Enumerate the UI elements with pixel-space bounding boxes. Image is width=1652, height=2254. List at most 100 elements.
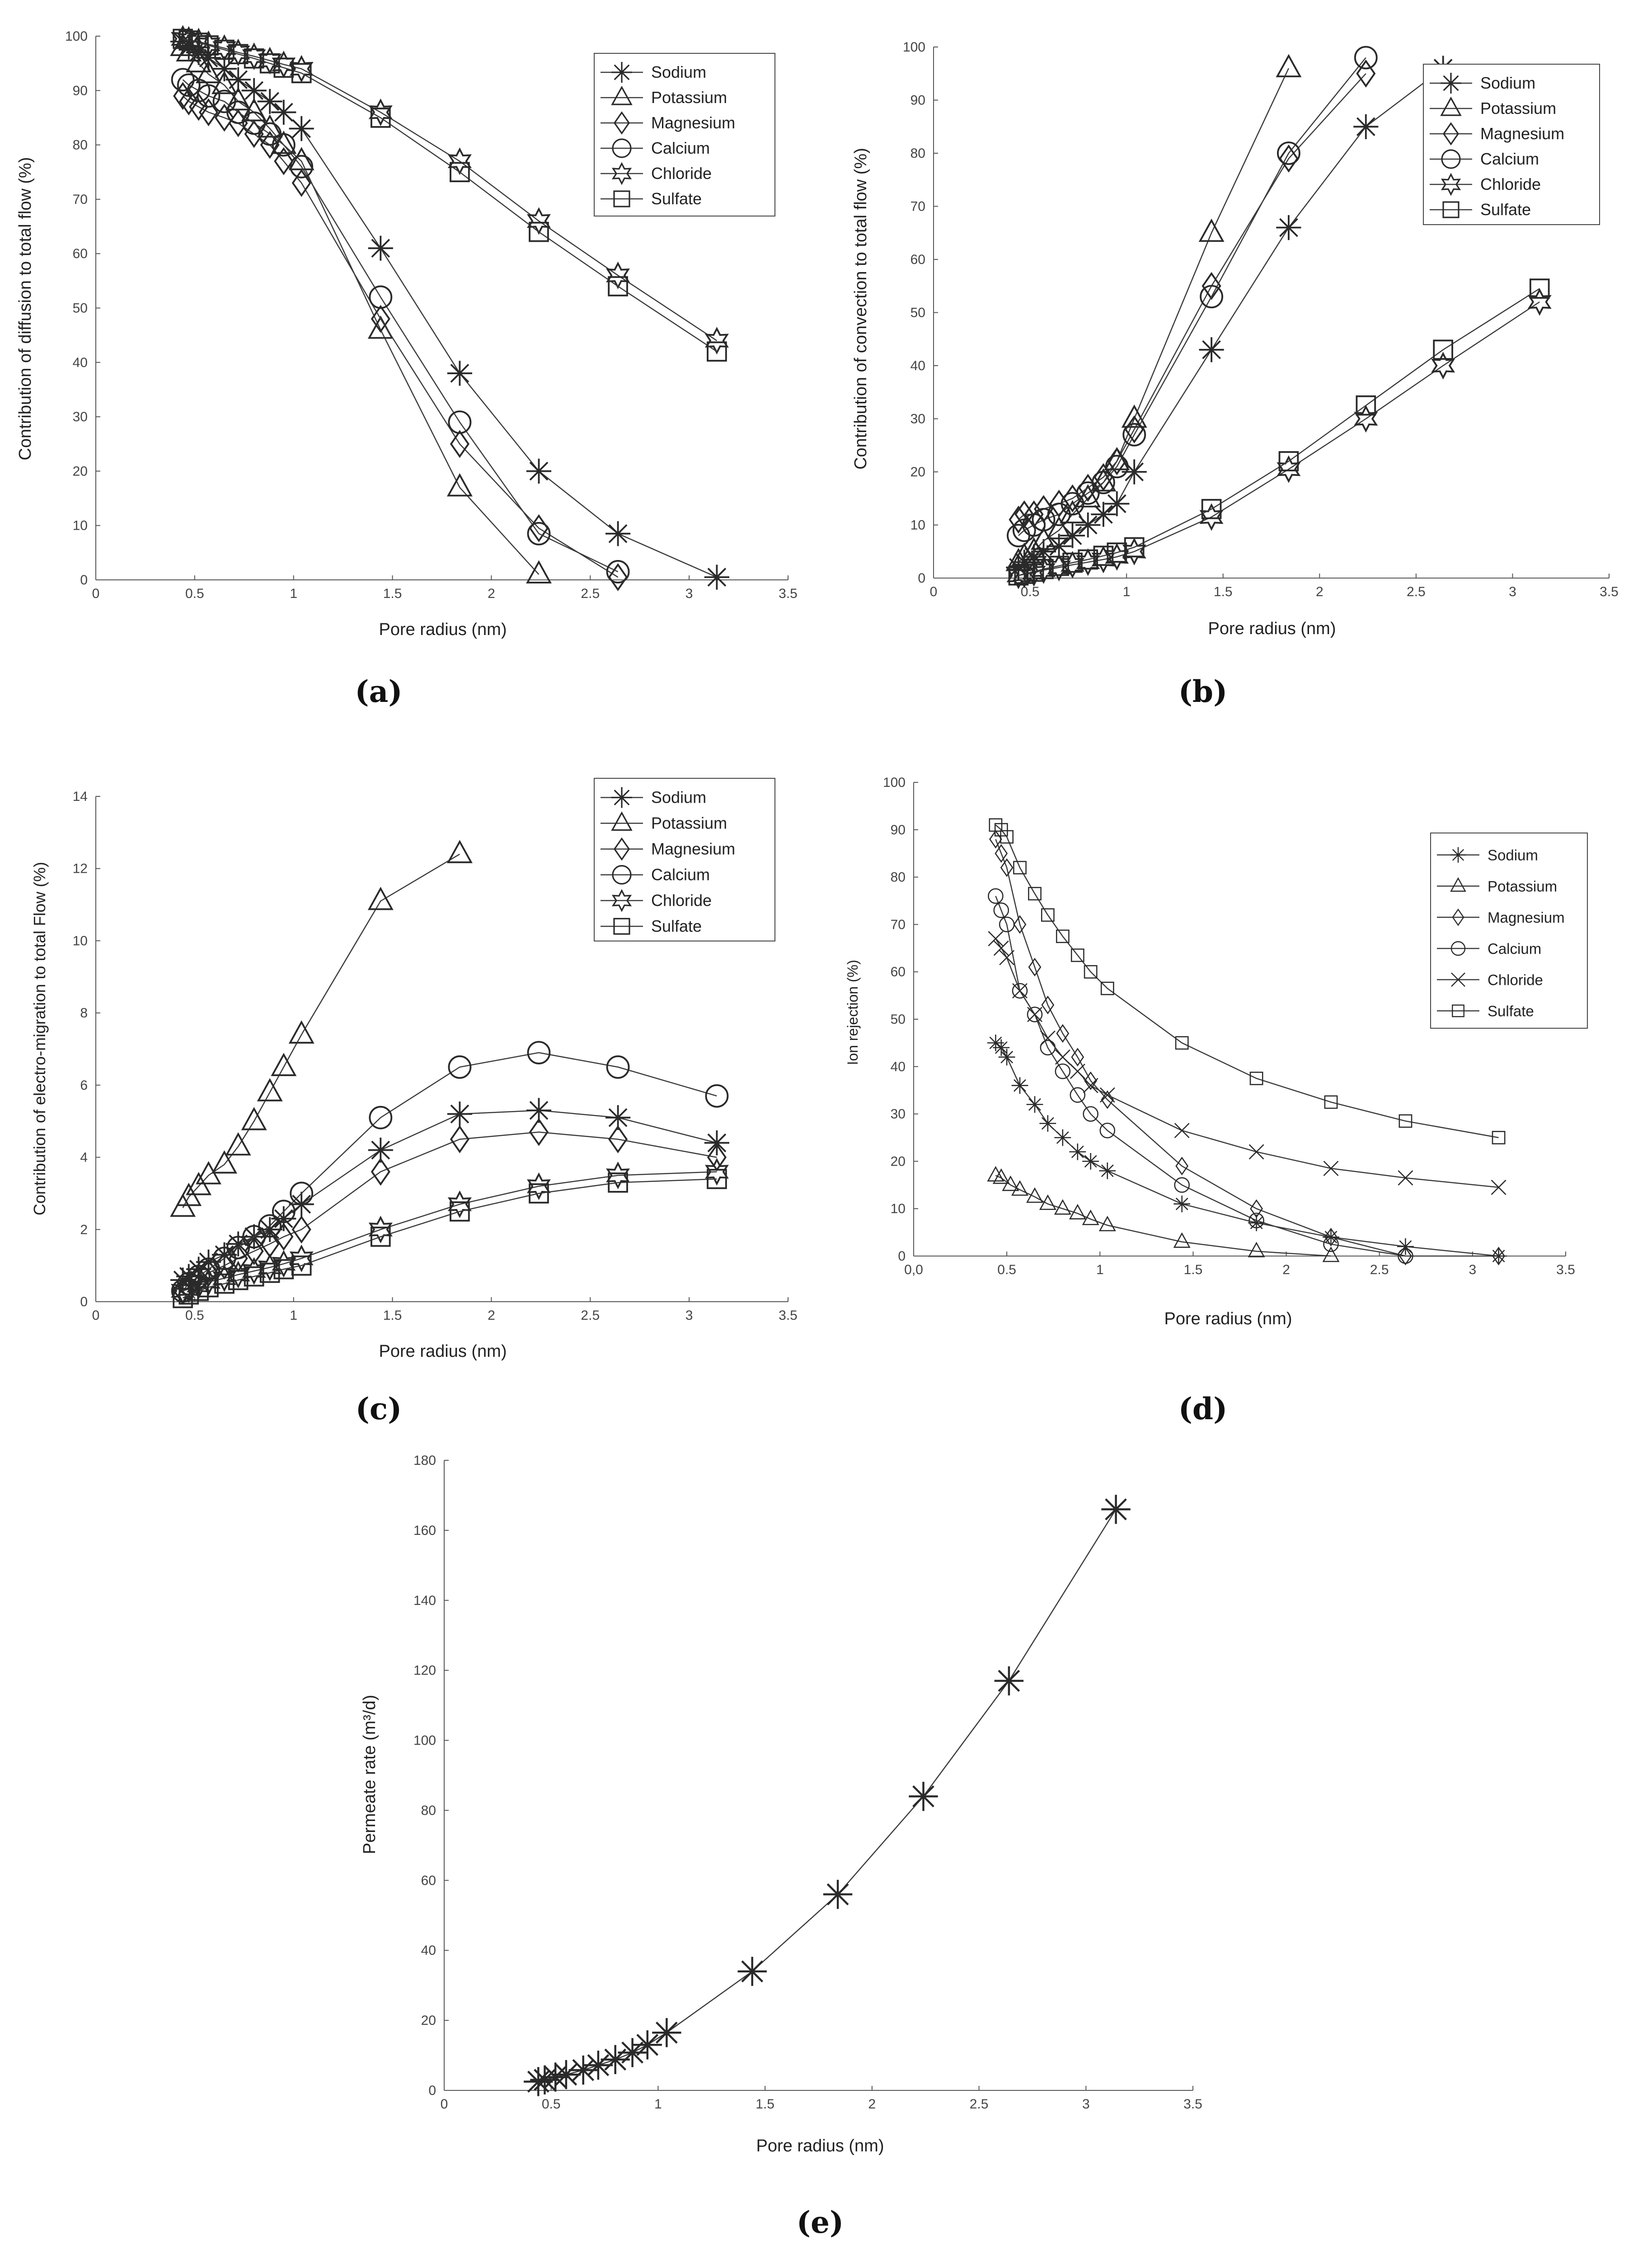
x-tick-label: 1 (654, 2097, 662, 2112)
data-point (1199, 503, 1224, 531)
data-point (289, 1244, 314, 1272)
x-tick-label: 1.5 (1214, 584, 1233, 599)
series-chloride (988, 931, 1507, 1195)
data-point (1055, 1049, 1070, 1065)
data-point (704, 1130, 729, 1156)
data-point (608, 1172, 628, 1193)
y-tick-label: 100 (903, 40, 925, 55)
y-tick-label: 90 (910, 93, 925, 108)
data-point (271, 99, 296, 125)
data-point (198, 35, 219, 56)
data-point (823, 1880, 853, 1909)
series-line (538, 1509, 1117, 2082)
y-tick-label: 140 (413, 1593, 436, 1608)
data-point (1279, 144, 1299, 173)
y-tick-label: 20 (891, 1154, 906, 1169)
legend-marker (613, 190, 630, 207)
data-point (993, 1039, 1010, 1056)
y-tick-label: 8 (80, 1006, 88, 1021)
legend-item: Magnesium (1437, 908, 1565, 926)
legend-label: Calcium (651, 866, 710, 884)
series-calcium (171, 68, 630, 583)
x-tick-label: 0,0 (904, 1262, 923, 1277)
series-line (183, 38, 718, 341)
y-tick-label: 100 (883, 775, 906, 790)
data-point (368, 98, 393, 126)
data-point (526, 1172, 551, 1200)
data-point (1323, 1236, 1339, 1252)
legend-item: Magnesium (1430, 122, 1564, 146)
data-point (369, 1106, 393, 1129)
data-point (1099, 1162, 1116, 1179)
y-tick-label: 0 (80, 573, 88, 588)
data-point (196, 1249, 221, 1275)
y-tick-label: 60 (910, 252, 925, 267)
data-point (605, 1105, 631, 1130)
x-tick-label: 3.5 (1600, 584, 1619, 599)
data-point (196, 60, 221, 84)
series-line (183, 1171, 717, 1292)
x-tick-label: 3 (1469, 1262, 1477, 1277)
legend-item: Sodium (601, 787, 706, 808)
data-point (450, 162, 470, 183)
series-potassium (1005, 54, 1302, 571)
legend-label: Chloride (651, 891, 712, 910)
y-tick-label: 80 (421, 1803, 436, 1818)
data-point (1248, 1144, 1264, 1160)
series-chloride (1006, 288, 1552, 589)
data-point (1054, 1129, 1071, 1146)
x-tick-label: 2.5 (1407, 584, 1426, 599)
data-point (995, 844, 1008, 863)
y-tick-label: 40 (73, 355, 88, 370)
data-point (992, 1168, 1010, 1184)
data-point (226, 100, 250, 124)
data-point (526, 458, 552, 484)
x-tick-label: 1.5 (383, 586, 402, 601)
data-point (367, 887, 394, 910)
data-point (1028, 887, 1042, 901)
data-point (1055, 1063, 1071, 1079)
legend-marker (611, 811, 633, 831)
data-point (1199, 337, 1224, 362)
y-tick-label: 10 (910, 518, 925, 533)
data-point (289, 55, 314, 83)
series-permeate-rate (524, 1495, 1131, 2096)
data-point (1277, 455, 1301, 483)
series-chloride (171, 1158, 729, 1305)
x-tick-label: 1 (290, 586, 297, 601)
data-point (1062, 552, 1083, 573)
data-point (244, 1266, 264, 1287)
data-point (198, 1277, 219, 1298)
data-point (1322, 1246, 1340, 1262)
data-point (1032, 508, 1056, 532)
data-point (568, 2055, 598, 2085)
chart-panel-a: 0 0.5 1 1.5 2 2.5 3 3.5 0 10 20 30 40 50 60 70 80 90 100 Po… (16, 25, 798, 709)
legend-marker (1452, 908, 1464, 926)
data-point (1399, 1247, 1412, 1266)
y-tick-label: 10 (73, 518, 88, 533)
data-point (1175, 1036, 1189, 1050)
data-point (291, 1255, 312, 1276)
data-point (179, 87, 199, 116)
data-point (1174, 1123, 1190, 1139)
x-tick-label: 3.5 (779, 586, 798, 601)
legend-marker (614, 111, 630, 135)
legend-item: Calcium (601, 865, 710, 885)
legend-item: Chloride (1430, 173, 1541, 196)
y-tick-label: 80 (891, 870, 906, 885)
data-point (212, 34, 237, 62)
data-point (1353, 114, 1379, 139)
data-point (1198, 218, 1225, 242)
y-axis-label: Contribution of convection to total flow… (851, 148, 870, 470)
y-tick-label: 100 (65, 29, 88, 44)
y-tick-label: 6 (80, 1078, 88, 1093)
x-tick-label: 3 (1509, 584, 1516, 599)
data-point (529, 1118, 549, 1146)
y-tick-label: 0 (428, 2083, 436, 2098)
legend-item: Potassium (601, 811, 727, 833)
y-tick-label: 30 (910, 412, 925, 427)
data-point (1026, 1096, 1043, 1113)
legend-marker (611, 787, 632, 808)
series-line (182, 1052, 717, 1291)
